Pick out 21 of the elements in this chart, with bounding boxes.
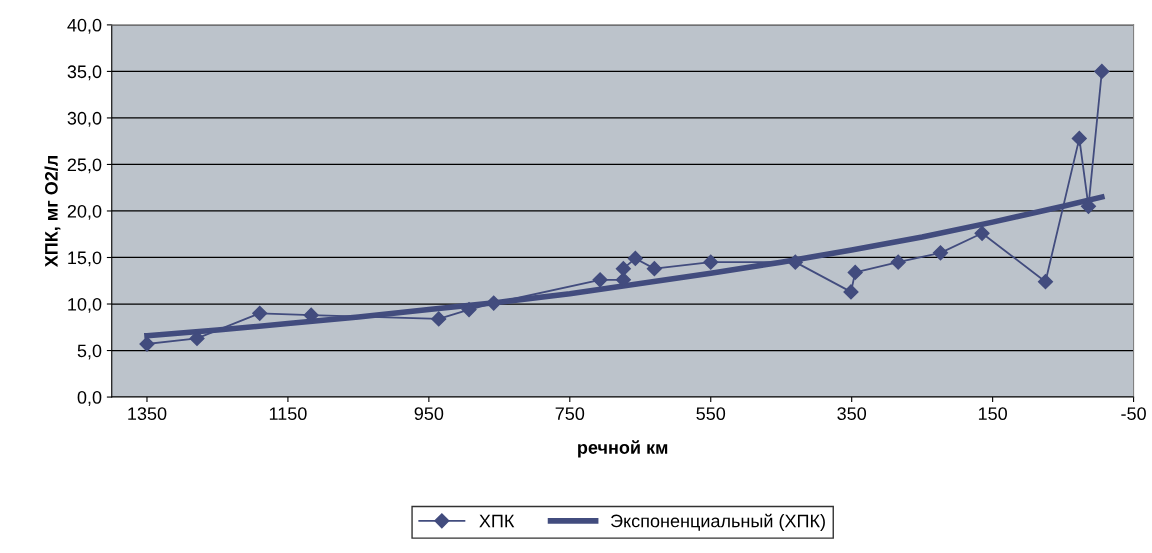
x-tick-label: 750 (555, 407, 585, 421)
y-tick-label: 15,0 (68, 251, 102, 267)
legend-label: Экспоненциальный (ХПК) (611, 513, 825, 531)
y-tick-label: 10,0 (68, 297, 102, 313)
x-tick-label: 350 (837, 407, 867, 421)
x-tick-label: 150 (978, 407, 1007, 421)
y-tick-label: 5,0 (77, 344, 102, 360)
y-tick-label: 25,0 (67, 158, 102, 174)
x-axis-title: речной км (578, 440, 668, 458)
y-tick-label: 20,0 (67, 204, 102, 220)
legend-label: ХПК (479, 514, 515, 528)
x-tick-label: 550 (696, 407, 726, 421)
y-tick-label: 30,0 (67, 111, 102, 127)
x-tick-label: -50 (1121, 407, 1146, 421)
y-tick-label: 40,0 (67, 18, 102, 34)
y-tick-label: 0,0 (77, 390, 102, 406)
y-axis-title: ХПК, мг О2/л (44, 155, 61, 268)
x-tick-label: 950 (414, 407, 444, 421)
x-tick-label: 1150 (269, 407, 307, 421)
x-tick-label: 1350 (128, 407, 167, 421)
y-tick-label: 35,0 (67, 65, 102, 81)
